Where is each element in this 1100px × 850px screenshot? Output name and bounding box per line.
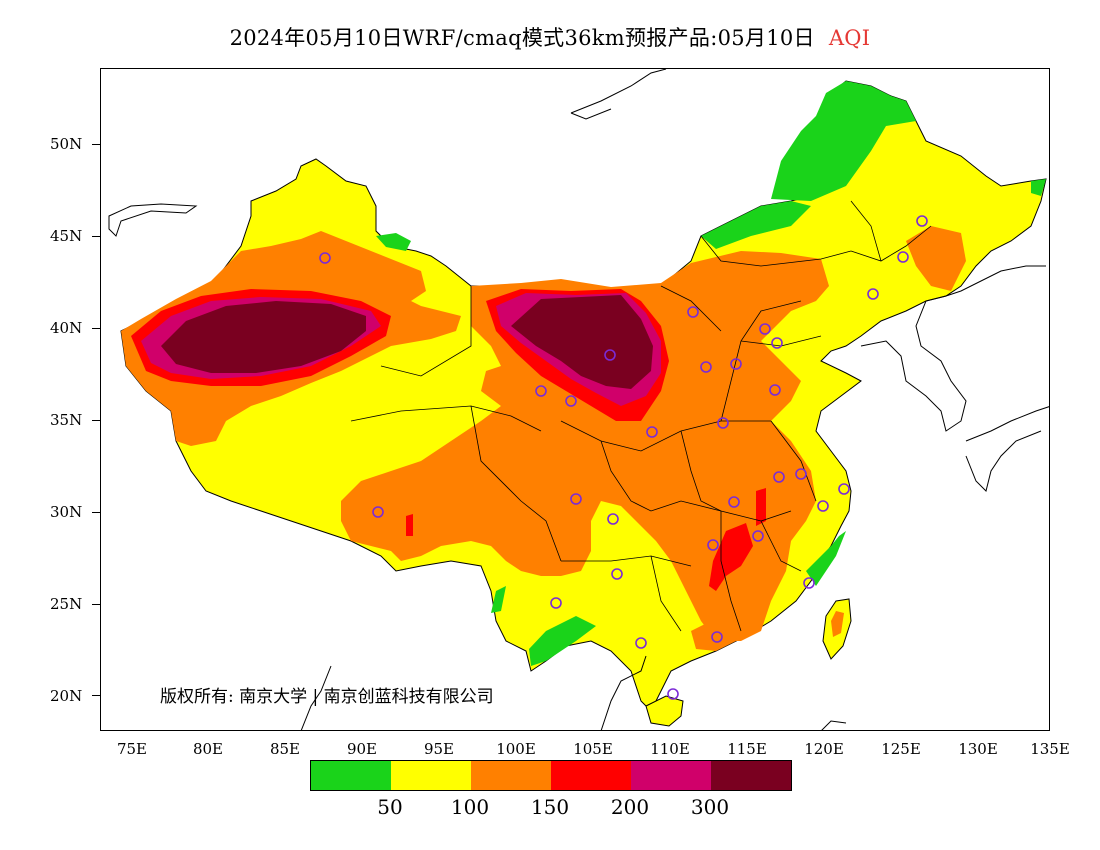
- station-circle-marker[interactable]: [565, 395, 577, 407]
- title-variable: AQI: [828, 26, 871, 50]
- station-circle-marker[interactable]: [897, 251, 909, 263]
- lon-label-100e: 100E: [496, 740, 536, 758]
- aqi-map-canvas: [108, 69, 1049, 730]
- station-circle-marker[interactable]: [635, 637, 647, 649]
- region-sensitive-northeast: [906, 226, 966, 291]
- station-circle-marker[interactable]: [687, 306, 699, 318]
- station-circle-marker[interactable]: [607, 513, 619, 525]
- station-markers: [319, 215, 928, 700]
- map-title: 2024年05月10日WRF/cmaq模式36km预报产品:05月10日 AQI: [0, 22, 1100, 52]
- lat-label-40n: 40N: [50, 319, 83, 337]
- station-circle-marker[interactable]: [730, 358, 742, 370]
- station-circle-marker[interactable]: [319, 252, 331, 264]
- lon-label-105e: 105E: [573, 740, 613, 758]
- coastlines: [108, 69, 1049, 730]
- station-circle-marker[interactable]: [769, 384, 781, 396]
- station-circle-marker[interactable]: [773, 471, 785, 483]
- station-circle-marker[interactable]: [707, 539, 719, 551]
- station-circle-marker[interactable]: [867, 288, 879, 300]
- lon-label-130e: 130E: [958, 740, 998, 758]
- region-good-yunnan: [491, 586, 596, 666]
- region-hazardous-ordos: [511, 295, 653, 389]
- lon-label-110e: 110E: [650, 740, 690, 758]
- legend-label-300: 300: [690, 795, 730, 819]
- region-good-fujian: [806, 531, 846, 586]
- lat-tick: [92, 420, 100, 421]
- province-boundaries: [350, 200, 932, 632]
- region-good-northeast: [771, 81, 916, 201]
- station-circle-marker[interactable]: [717, 417, 729, 429]
- station-circle-marker[interactable]: [700, 361, 712, 373]
- lat-tick: [92, 328, 100, 329]
- lon-label-120e: 120E: [804, 740, 844, 758]
- region-sensitive-guangdong: [691, 621, 736, 651]
- station-circle-marker[interactable]: [728, 496, 740, 508]
- region-unhealthy-jiangxi: [756, 488, 766, 526]
- station-circle-marker[interactable]: [570, 493, 582, 505]
- station-circle-marker[interactable]: [711, 631, 723, 643]
- legend-label-100: 100: [450, 795, 490, 819]
- region-taiwan-orange: [831, 611, 844, 637]
- lon-label-75e: 75E: [116, 740, 148, 758]
- lat-tick: [92, 144, 100, 145]
- legend-swatch-good: [311, 761, 391, 790]
- station-circle-marker[interactable]: [611, 568, 623, 580]
- legend-swatch-very-unhealthy: [631, 761, 711, 790]
- station-circle-marker[interactable]: [916, 215, 928, 227]
- legend-swatch-sensitive: [471, 761, 551, 790]
- station-circle-marker[interactable]: [646, 426, 658, 438]
- lat-label-30n: 30N: [50, 503, 83, 521]
- region-sensitive-central: [341, 251, 829, 641]
- station-circle-marker[interactable]: [372, 506, 384, 518]
- lat-label-45n: 45N: [50, 227, 83, 245]
- station-circle-marker[interactable]: [771, 337, 783, 349]
- station-circle-marker[interactable]: [817, 500, 829, 512]
- region-hazardous-tarim: [161, 301, 366, 373]
- lat-tick: [92, 236, 100, 237]
- station-circle-marker[interactable]: [550, 597, 562, 609]
- station-circle-marker[interactable]: [838, 483, 850, 495]
- region-good-east: [1031, 179, 1046, 196]
- legend-label-50: 50: [377, 795, 403, 819]
- station-circle-marker[interactable]: [604, 349, 616, 361]
- lon-label-80e: 80E: [192, 740, 224, 758]
- lat-tick: [92, 695, 100, 696]
- region-hainan: [645, 695, 684, 727]
- station-circle-marker[interactable]: [752, 530, 764, 542]
- region-good-xinjiang: [376, 233, 411, 251]
- station-circle-marker[interactable]: [759, 323, 771, 335]
- legend-swatch-moderate: [391, 761, 471, 790]
- lat-tick: [92, 512, 100, 513]
- lon-label-95e: 95E: [423, 740, 455, 758]
- region-unhealthy-hunan: [709, 523, 753, 591]
- lon-label-115e: 115E: [727, 740, 767, 758]
- lat-tick: [92, 604, 100, 605]
- lon-label-135e: 135E: [1030, 740, 1070, 758]
- lat-label-50n: 50N: [50, 135, 83, 153]
- aqi-map[interactable]: [100, 68, 1050, 731]
- copyright-text: 版权所有: 南京大学 | 南京创蓝科技有限公司: [160, 687, 494, 707]
- legend-swatch-hazardous: [711, 761, 791, 790]
- region-unhealthy-tibet: [406, 514, 413, 536]
- lat-label-35n: 35N: [50, 411, 83, 429]
- lon-label-125e: 125E: [881, 740, 921, 758]
- legend-label-150: 150: [530, 795, 570, 819]
- legend-label-200: 200: [610, 795, 650, 819]
- station-circle-marker[interactable]: [803, 577, 815, 589]
- lat-label-20n: 20N: [50, 687, 83, 705]
- lat-label-25n: 25N: [50, 595, 83, 613]
- legend-swatch-unhealthy: [551, 761, 631, 790]
- aqi-legend: [310, 760, 792, 791]
- title-text: 2024年05月10日WRF/cmaq模式36km预报产品:05月10日: [229, 26, 815, 50]
- station-circle-marker[interactable]: [667, 688, 679, 700]
- region-good-north: [701, 201, 811, 249]
- lon-label-90e: 90E: [346, 740, 378, 758]
- lon-label-85e: 85E: [269, 740, 301, 758]
- station-circle-marker[interactable]: [535, 385, 547, 397]
- station-circle-marker[interactable]: [795, 468, 807, 480]
